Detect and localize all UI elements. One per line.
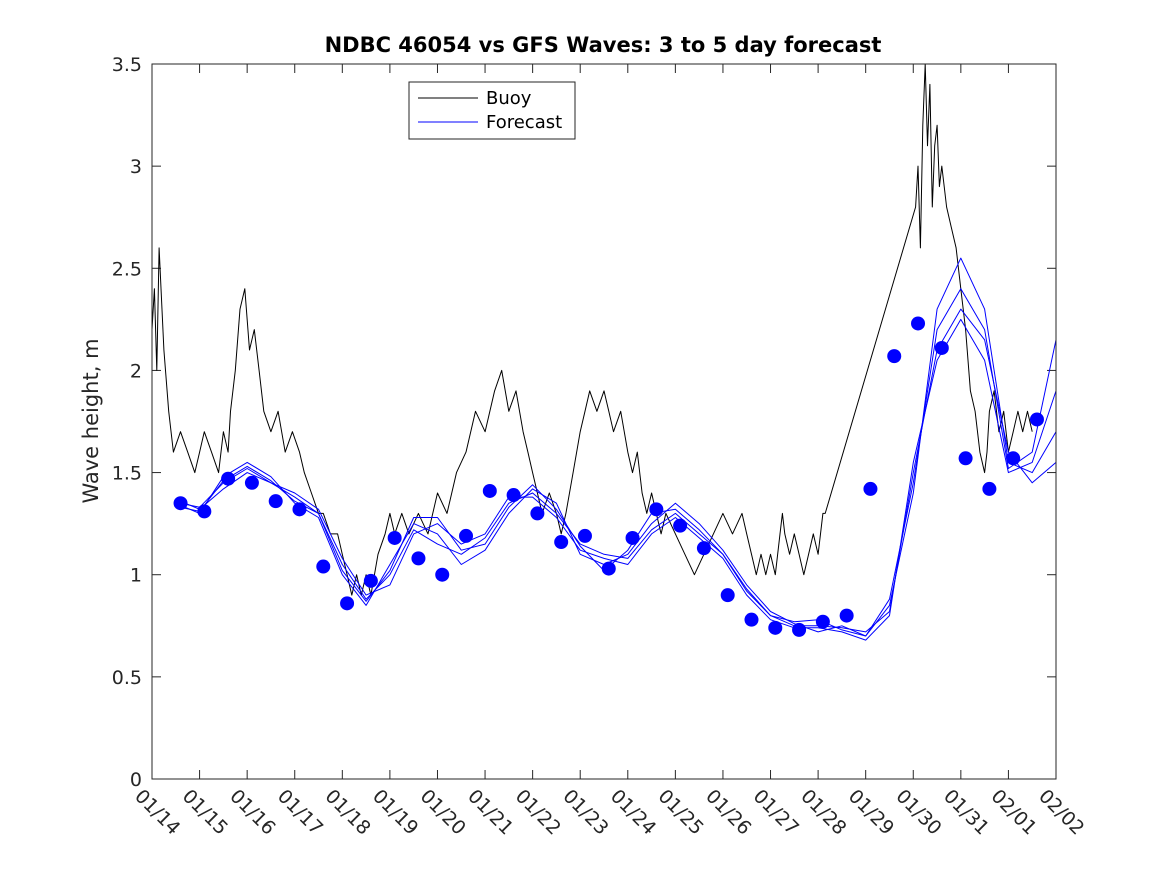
- x-tick-labels: 01/1401/1501/1601/1701/1801/1901/2001/21…: [130, 785, 1088, 839]
- x-tick-label: 01/23: [558, 785, 612, 839]
- legend: Buoy Forecast: [408, 81, 576, 140]
- forecast-point: [934, 340, 949, 355]
- y-tick-label: 1: [130, 565, 142, 587]
- x-tick-label: 01/26: [701, 785, 755, 839]
- forecast-point: [173, 496, 188, 511]
- forecast-point: [1029, 412, 1044, 427]
- forecast-point: [268, 494, 283, 509]
- forecast-point: [411, 551, 426, 566]
- forecast-point: [625, 530, 640, 545]
- forecast-point: [911, 316, 926, 331]
- forecast-point: [696, 541, 711, 556]
- forecast-point: [435, 567, 450, 582]
- forecast-point: [316, 559, 331, 574]
- forecast-point: [221, 471, 236, 486]
- forecast-point: [720, 588, 735, 603]
- plot-area: [152, 64, 1056, 779]
- forecast-point: [340, 596, 355, 611]
- x-tick-label: 01/15: [178, 785, 232, 839]
- x-tick-label: 02/02: [1034, 785, 1088, 839]
- x-tick-label: 01/14: [130, 785, 184, 839]
- x-tick-label: 01/16: [225, 785, 279, 839]
- forecast-point: [839, 608, 854, 623]
- forecast-point: [577, 528, 592, 543]
- forecast-point: [459, 528, 474, 543]
- forecast-point: [815, 614, 830, 629]
- y-tick-label: 2.5: [112, 258, 142, 280]
- series-layer: [151, 63, 1057, 641]
- x-tick-label: 01/31: [939, 785, 993, 839]
- x-tick-label: 01/19: [368, 785, 422, 839]
- forecast-point: [768, 620, 783, 635]
- forecast-point: [863, 481, 878, 496]
- forecast-series-line-3: [180, 318, 1057, 641]
- legend-buoy-label: Buoy: [486, 88, 532, 109]
- legend-forecast-label: Forecast: [486, 112, 562, 133]
- y-tick-label: 0: [130, 769, 142, 791]
- buoy-series-line: [151, 63, 1033, 596]
- forecast-point: [744, 612, 759, 627]
- x-tick-label: 01/22: [511, 785, 565, 839]
- y-tick-label: 1.5: [112, 463, 142, 485]
- chart-title: NDBC 46054 vs GFS Waves: 3 to 5 day fore…: [325, 33, 882, 57]
- x-tick-label: 01/20: [416, 785, 470, 839]
- forecast-point: [958, 451, 973, 466]
- y-tick-label: 3: [130, 156, 142, 178]
- y-tick-label: 2: [130, 360, 142, 382]
- forecast-point: [887, 349, 902, 364]
- forecast-point: [197, 504, 212, 519]
- forecast-point: [673, 518, 688, 533]
- x-tick-label: 01/17: [273, 785, 327, 839]
- forecast-point: [387, 530, 402, 545]
- forecast-point: [292, 502, 307, 517]
- forecast-series-line-2: [180, 257, 1057, 637]
- x-tick-label: 01/18: [321, 785, 375, 839]
- plot-frame: [151, 63, 1057, 780]
- y-tick-labels: 0 0.5 1 1.5 2 2.5 3 3.5: [112, 54, 142, 791]
- forecast-point: [244, 475, 259, 490]
- x-tick-label: 01/30: [891, 785, 945, 839]
- forecast-point: [982, 481, 997, 496]
- forecast-point: [1006, 451, 1021, 466]
- y-tick-label: 0.5: [112, 667, 142, 689]
- y-tick-label: 3.5: [112, 54, 142, 76]
- forecast-series-line-4: [180, 288, 1057, 637]
- x-tick-label: 02/01: [987, 785, 1041, 839]
- forecast-point: [554, 535, 569, 550]
- forecast-point: [601, 561, 616, 576]
- forecast-point: [792, 622, 807, 637]
- x-tick-label: 01/21: [463, 785, 517, 839]
- x-tick-label: 01/28: [796, 785, 850, 839]
- x-tick-label: 01/27: [749, 785, 803, 839]
- forecast-point: [649, 502, 664, 517]
- forecast-point: [506, 488, 521, 503]
- forecast-point: [530, 506, 545, 521]
- forecast-point: [363, 573, 378, 588]
- forecast-point: [482, 483, 497, 498]
- x-tick-label: 01/24: [606, 785, 660, 839]
- y-axis-label: Wave height, m: [79, 338, 103, 503]
- legend-box: [408, 81, 576, 140]
- x-tick-label: 01/25: [654, 785, 708, 839]
- x-tick-label: 01/29: [844, 785, 898, 839]
